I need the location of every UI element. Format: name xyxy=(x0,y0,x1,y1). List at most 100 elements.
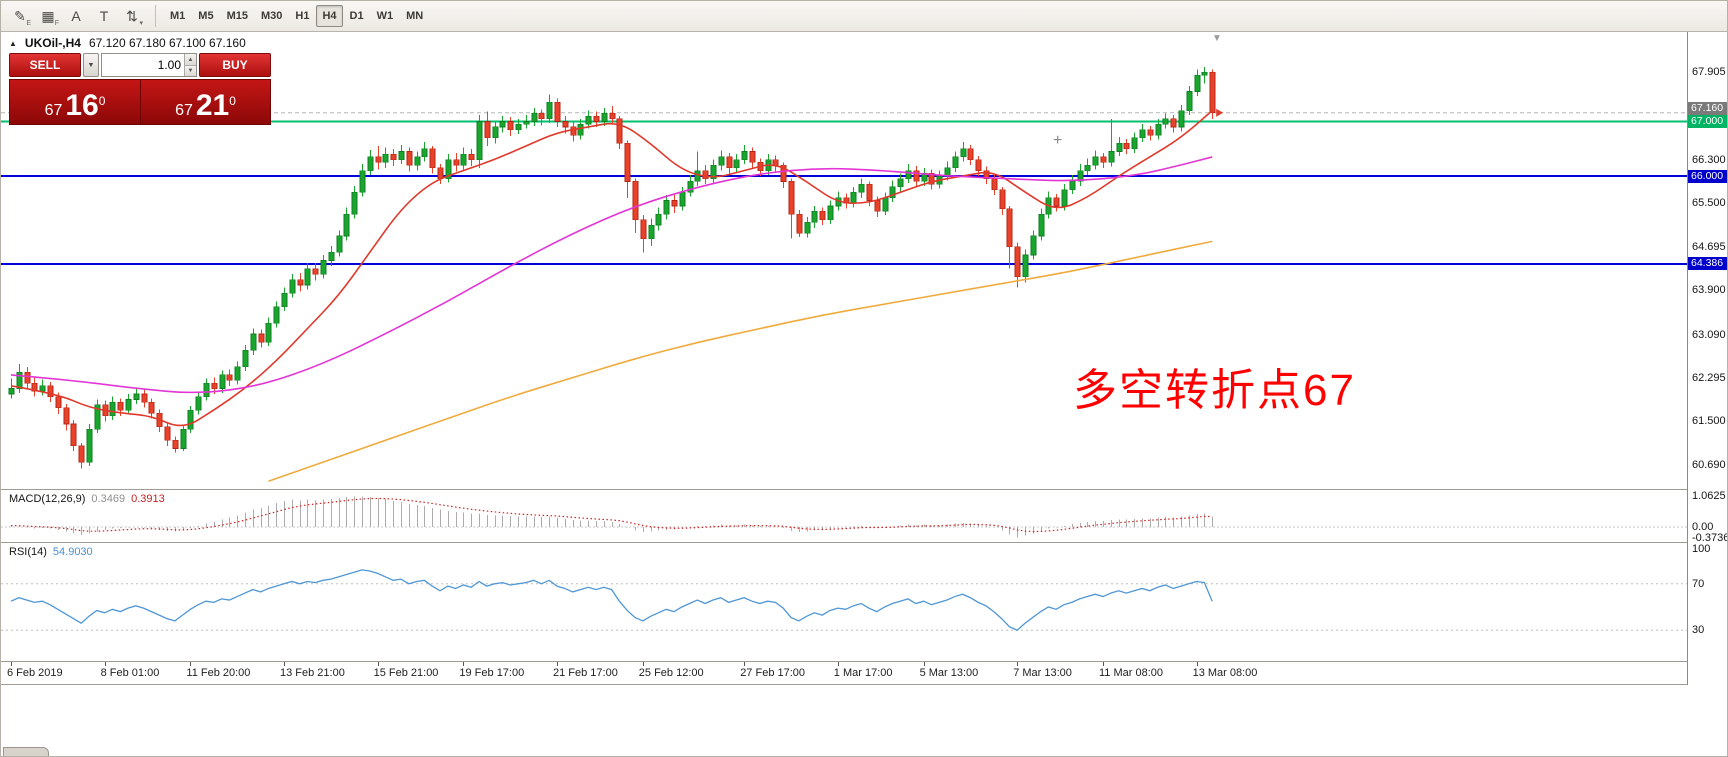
volume-dropdown-button[interactable]: ▼ xyxy=(83,53,99,77)
rsi-panel[interactable]: RSI(14) 54.9030 xyxy=(1,543,1687,661)
chinese-annotation-text: 多空转折点67 xyxy=(1073,366,1356,415)
time-label: 8 Feb 01:00 xyxy=(100,667,160,679)
label-tool-icon[interactable]: T xyxy=(91,4,117,28)
collapse-arrow-icon[interactable]: ▲ xyxy=(9,38,17,48)
tf-h1-button[interactable]: H1 xyxy=(295,10,310,22)
sell-price-pips: 16 xyxy=(65,89,99,122)
macd-name: MACD(12,26,9) xyxy=(9,493,86,505)
macd-axis-label: 0.00 xyxy=(1692,521,1714,533)
macd-main-value: 0.3469 xyxy=(91,493,126,505)
volume-spin-up-icon[interactable]: ▲ xyxy=(184,54,196,65)
tf-m5-button[interactable]: M5 xyxy=(198,10,214,22)
tf-h4-button[interactable]: H4 xyxy=(316,5,343,27)
time-label: 25 Feb 12:00 xyxy=(638,667,704,679)
time-tick xyxy=(837,662,839,666)
chart-tab[interactable] xyxy=(3,747,49,756)
time-tick xyxy=(744,662,746,666)
tf-w1-button[interactable]: W1 xyxy=(376,10,394,22)
grid-icon: ▦ xyxy=(41,7,55,24)
one-click-trading-panel: SELL ▼ ▲ ▼ BUY 67 16 0 xyxy=(9,53,271,125)
macd-signal-line xyxy=(10,497,1213,533)
price-tick-label: 65.500 xyxy=(1692,197,1726,210)
toolbar: ✎ E ▦ F A T ⇅ ▾ M1 M5 M15 M30 H1 H4 D1 W1 MN xyxy=(1,1,1727,32)
price-tick-label: 63.090 xyxy=(1692,328,1726,341)
time-label: 7 Mar 13:00 xyxy=(1013,667,1072,679)
price-axis[interactable]: 67.905 66.300 65.500 64.695 63.900 63.090 62.2… xyxy=(1687,32,1728,685)
tf-m30-button[interactable]: M30 xyxy=(260,10,283,22)
candlestick-canvas[interactable] xyxy=(1,32,1687,489)
sell-price-button[interactable]: 67 16 0 xyxy=(9,79,140,125)
price-tick-label: 62.295 xyxy=(1692,371,1726,384)
macd-axis-label: 1.0625 xyxy=(1692,490,1726,503)
time-tick xyxy=(11,662,12,666)
macd-label: MACD(12,26,9) 0.3469 0.3913 xyxy=(9,493,165,505)
label-tool-icon: T xyxy=(99,8,109,24)
toolbar-separator xyxy=(155,5,156,27)
buy-button[interactable]: BUY xyxy=(199,53,271,77)
time-label: 27 Feb 17:00 xyxy=(740,667,806,679)
macd-canvas xyxy=(1,496,1687,538)
volume-spin-down-icon[interactable]: ▼ xyxy=(184,65,196,76)
time-label: 11 Mar 08:00 xyxy=(1099,667,1164,679)
panel-separator[interactable] xyxy=(1,542,1727,543)
crosshair-marker: + xyxy=(1053,132,1063,149)
time-axis[interactable]: 6 Feb 2019 8 Feb 01:00 11 Feb 20:00 13 Feb … xyxy=(1,662,1687,684)
candles-layer xyxy=(8,67,1216,469)
time-label: 13 Feb 21:00 xyxy=(280,667,345,679)
price-tick-label: 64.695 xyxy=(1692,241,1726,254)
panel-separator xyxy=(1,684,1727,685)
draw-polyline-icon[interactable]: ✎ E xyxy=(7,4,33,28)
ma-slow-orange xyxy=(268,240,1213,482)
timeframe-toolbar: M1 M5 M15 M30 H1 H4 D1 W1 MN xyxy=(164,5,430,27)
ohlc-values-label: 67.120 67.180 67.100 67.160 xyxy=(88,36,246,50)
buy-price-button[interactable]: 67 21 0 xyxy=(140,79,271,125)
volume-input[interactable] xyxy=(102,54,184,76)
tf-m15-button[interactable]: M15 xyxy=(226,10,248,22)
rsi-canvas xyxy=(1,569,1687,631)
tf-m1-button[interactable]: M1 xyxy=(170,10,186,22)
volume-field-wrap: ▲ ▼ xyxy=(101,53,197,77)
time-label: 6 Feb 2019 xyxy=(7,667,63,679)
price-badge-66.000: 66.000 xyxy=(1688,169,1727,183)
time-label: 13 Mar 08:00 xyxy=(1192,667,1258,679)
sell-price-big-figure: 67 xyxy=(44,102,63,119)
price-badge-64.386: 64.386 xyxy=(1688,257,1727,271)
price-tick-label: 60.690 xyxy=(1692,459,1726,472)
price-tick-label: 61.500 xyxy=(1692,415,1726,428)
icon-badge: F xyxy=(54,20,59,27)
time-tick xyxy=(284,662,285,666)
bottom-strip xyxy=(1,685,1727,756)
icon-badge: ▾ xyxy=(139,20,143,27)
main-chart-area[interactable]: ▲ UKOil-,H4 67.120 67.180 67.100 67.160 … xyxy=(1,32,1687,489)
sell-button[interactable]: SELL xyxy=(9,53,81,77)
panel-separator[interactable] xyxy=(1,661,1727,662)
macd-axis-label: -0.3736 xyxy=(1692,531,1728,544)
time-tick xyxy=(923,662,925,666)
rsi-label: RSI(14) 54.9030 xyxy=(9,546,93,558)
tf-mn-button[interactable]: MN xyxy=(406,10,424,22)
chart-window: ▲ UKOil-,H4 67.120 67.180 67.100 67.160 … xyxy=(1,32,1728,756)
time-tick xyxy=(557,662,558,666)
time-label: 21 Feb 17:00 xyxy=(553,667,618,679)
price-tick-label: 63.900 xyxy=(1692,284,1726,297)
rsi-axis-label: 30 xyxy=(1692,624,1705,637)
cycle-tool-icon[interactable]: ⇅ ▾ xyxy=(119,4,145,28)
time-label: 11 Feb 20:00 xyxy=(186,667,251,679)
tf-d1-button[interactable]: D1 xyxy=(349,10,364,22)
grid-icon[interactable]: ▦ F xyxy=(35,4,61,28)
rsi-axis-label: 70 xyxy=(1692,577,1705,590)
time-label: 5 Mar 13:00 xyxy=(919,667,979,679)
macd-signal-value: 0.3913 xyxy=(131,493,165,505)
sell-price-point: 0 xyxy=(98,94,106,108)
text-tool-icon: A xyxy=(71,8,81,24)
chart-shift-marker-icon[interactable]: ▼ xyxy=(1212,33,1222,44)
trade-panel-price-row: 67 16 0 67 21 0 xyxy=(9,79,271,125)
time-tick xyxy=(1017,662,1019,666)
time-tick xyxy=(1103,662,1104,666)
time-label: 19 Feb 17:00 xyxy=(459,667,525,679)
macd-panel[interactable]: MACD(12,26,9) 0.3469 0.3913 xyxy=(1,490,1687,542)
rsi-line xyxy=(10,569,1213,631)
text-tool-icon[interactable]: A xyxy=(63,4,89,28)
panel-separator[interactable] xyxy=(1,489,1727,490)
